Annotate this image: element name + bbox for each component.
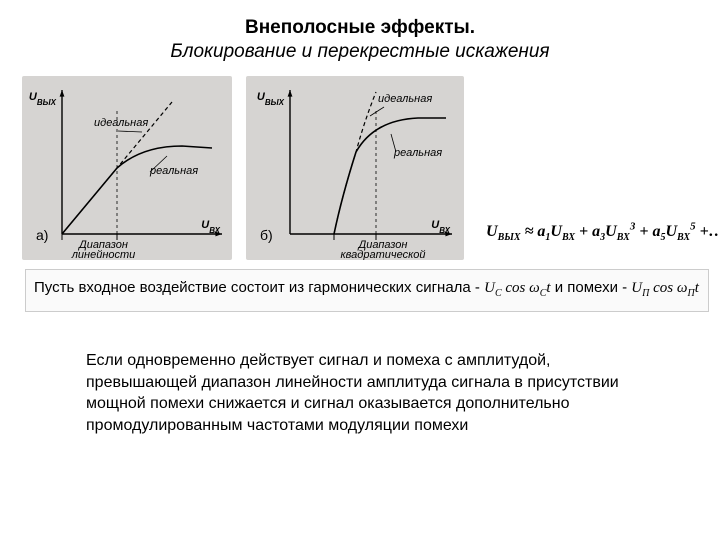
svg-text:UВЫХ: UВЫХ [29, 91, 57, 107]
assumption-noise: UП cos ωПt [631, 280, 699, 296]
svg-text:б): б) [260, 227, 273, 243]
panel-a: UВЫХUВХидеальнаяреальнаяДиапазонлинейнос… [22, 76, 232, 260]
svg-text:идеальная: идеальная [378, 93, 432, 105]
svg-text:UВЫХ: UВЫХ [257, 91, 285, 107]
title-sub: Блокирование и перекрестные искажения [0, 40, 720, 64]
body-text: Если одновременно действует сигнал и пом… [86, 350, 646, 436]
svg-text:реальная: реальная [393, 147, 442, 159]
svg-text:линейности: линейности [71, 249, 136, 260]
svg-text:идеальная: идеальная [94, 117, 148, 129]
svg-text:UВХ: UВХ [201, 219, 220, 235]
panel-b-svg: UВЫХUВХидеальнаяреальнаяДиапазонквадрати… [246, 76, 464, 260]
svg-text:характеристики: характеристики [338, 259, 428, 260]
title-main: Внеполосные эффекты. [0, 16, 720, 40]
assumption-signal: UС cos ωСt [484, 280, 550, 296]
assumption-pre: Пусть входное воздействие состоит из гар… [34, 279, 480, 296]
figure-row: UВЫХUВХидеальнаяреальнаяДиапазонлинейнос… [22, 76, 700, 260]
svg-text:реальная: реальная [149, 165, 198, 177]
equation: UВЫХ ≈ a1UВХ + a3UВХ3 + a5UВХ5 +….. [486, 223, 720, 240]
assumption-mid: и помехи - [555, 279, 632, 296]
panel-b: UВЫХUВХидеальнаяреальнаяДиапазонквадрати… [246, 76, 464, 260]
assumption-box: Пусть входное воздействие состоит из гар… [26, 270, 708, 311]
title-block: Внеполосные эффекты. Блокирование и пере… [0, 0, 720, 64]
equation-area: UВЫХ ≈ a1UВХ + a3UВХ3 + a5UВХ5 +….. [486, 221, 720, 244]
svg-text:UВХ: UВХ [431, 219, 450, 235]
svg-text:а): а) [36, 227, 48, 243]
page: Внеполосные эффекты. Блокирование и пере… [0, 0, 720, 540]
panel-a-svg: UВЫХUВХидеальнаяреальнаяДиапазонлинейнос… [22, 76, 232, 260]
